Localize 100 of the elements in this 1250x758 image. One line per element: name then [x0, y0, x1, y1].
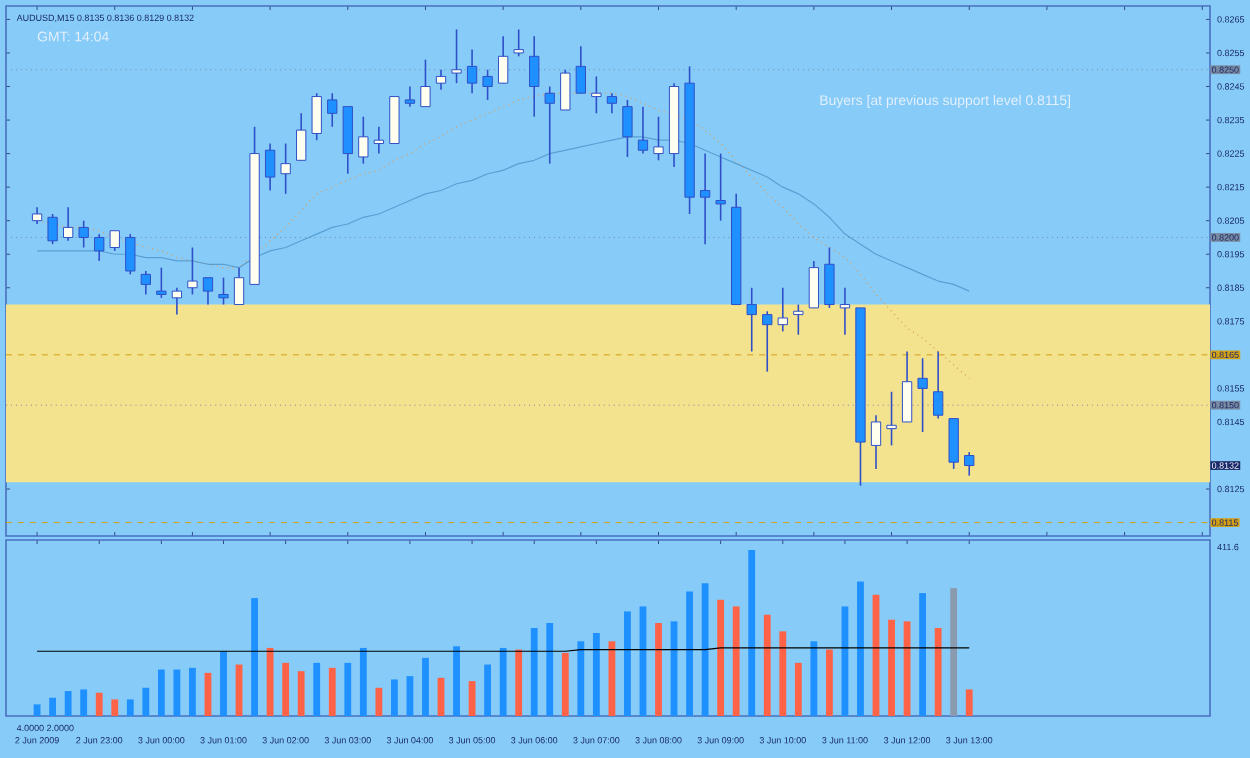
bar — [282, 662, 290, 716]
bar — [344, 662, 352, 716]
bar — [577, 641, 585, 716]
candlestick — [948, 417, 959, 470]
bar — [748, 549, 756, 716]
bar — [157, 669, 165, 716]
candlestick — [544, 85, 555, 165]
bar — [142, 687, 150, 716]
candlestick — [762, 310, 773, 373]
bar — [95, 692, 103, 716]
bar — [80, 689, 88, 716]
candlestick — [109, 229, 120, 252]
bar — [422, 657, 429, 716]
candlestick — [793, 303, 804, 336]
bar — [919, 593, 927, 716]
bar — [686, 591, 693, 716]
bar — [390, 679, 398, 716]
candlestick — [653, 115, 664, 162]
bar — [608, 641, 616, 716]
candlestick — [529, 35, 540, 118]
bar — [453, 646, 460, 716]
bar — [328, 667, 336, 716]
candlestick — [62, 206, 74, 242]
candlestick — [404, 85, 416, 108]
candlestick — [715, 152, 726, 222]
bar — [375, 687, 383, 716]
bar — [266, 647, 274, 716]
candlestick — [901, 350, 913, 423]
bar — [655, 623, 662, 716]
candlestick — [311, 92, 322, 141]
candlestick — [466, 48, 478, 95]
candlestick — [342, 105, 353, 175]
bar — [313, 662, 321, 716]
bar — [561, 652, 569, 716]
candlestick — [171, 286, 183, 316]
bar — [173, 669, 181, 716]
bar — [49, 697, 57, 716]
candlestick — [870, 414, 882, 470]
candlestick — [327, 92, 338, 128]
bar — [717, 599, 725, 716]
candlestick — [47, 213, 58, 245]
candlestick — [886, 390, 897, 447]
candlestick — [125, 233, 136, 276]
candlestick — [451, 28, 462, 84]
bar — [220, 651, 227, 716]
candlestick — [233, 266, 245, 306]
candlestick — [622, 99, 633, 158]
candlestick — [606, 92, 618, 115]
bar — [64, 691, 72, 716]
candlestick — [218, 276, 229, 306]
bar — [965, 689, 973, 716]
candlestick — [140, 270, 151, 296]
bar — [888, 619, 895, 716]
bar — [763, 614, 771, 716]
candlestick — [575, 45, 586, 95]
candlestick — [808, 260, 820, 309]
bar — [592, 632, 600, 716]
bar — [779, 631, 787, 716]
candlestick — [932, 350, 944, 420]
bar — [297, 671, 305, 716]
candlestick — [699, 152, 711, 245]
bar — [126, 699, 134, 716]
bar — [530, 628, 538, 716]
candlestick — [94, 233, 105, 262]
candlestick — [389, 96, 400, 145]
candlestick — [296, 112, 307, 162]
candlestick — [156, 266, 167, 299]
bar — [359, 647, 367, 716]
candlestick — [264, 142, 276, 192]
candlestick — [777, 286, 788, 333]
bar — [701, 583, 709, 716]
bar — [624, 611, 631, 716]
candlestick — [824, 246, 835, 309]
bar — [794, 662, 802, 716]
candlestick — [482, 68, 493, 101]
bar — [825, 649, 833, 716]
bar — [515, 649, 523, 716]
candlestick — [187, 246, 198, 296]
bar — [857, 581, 864, 716]
candlestick — [746, 286, 757, 353]
bar — [499, 647, 507, 716]
bar — [111, 699, 119, 716]
candlestick — [358, 115, 369, 165]
candlestick — [420, 58, 431, 108]
candlestick — [964, 451, 975, 477]
candlestick — [637, 105, 649, 155]
bar — [950, 588, 958, 716]
candlestick — [513, 28, 524, 58]
candlestick — [839, 286, 851, 336]
candlestick — [591, 75, 602, 115]
bar — [546, 623, 554, 716]
bar — [33, 704, 41, 716]
bar — [732, 606, 740, 716]
candlestick — [497, 35, 509, 84]
bar — [251, 598, 258, 716]
bar — [810, 641, 818, 716]
candlestick — [373, 125, 385, 155]
bar — [484, 664, 492, 716]
candlestick — [560, 68, 571, 111]
candlestick — [280, 142, 291, 195]
